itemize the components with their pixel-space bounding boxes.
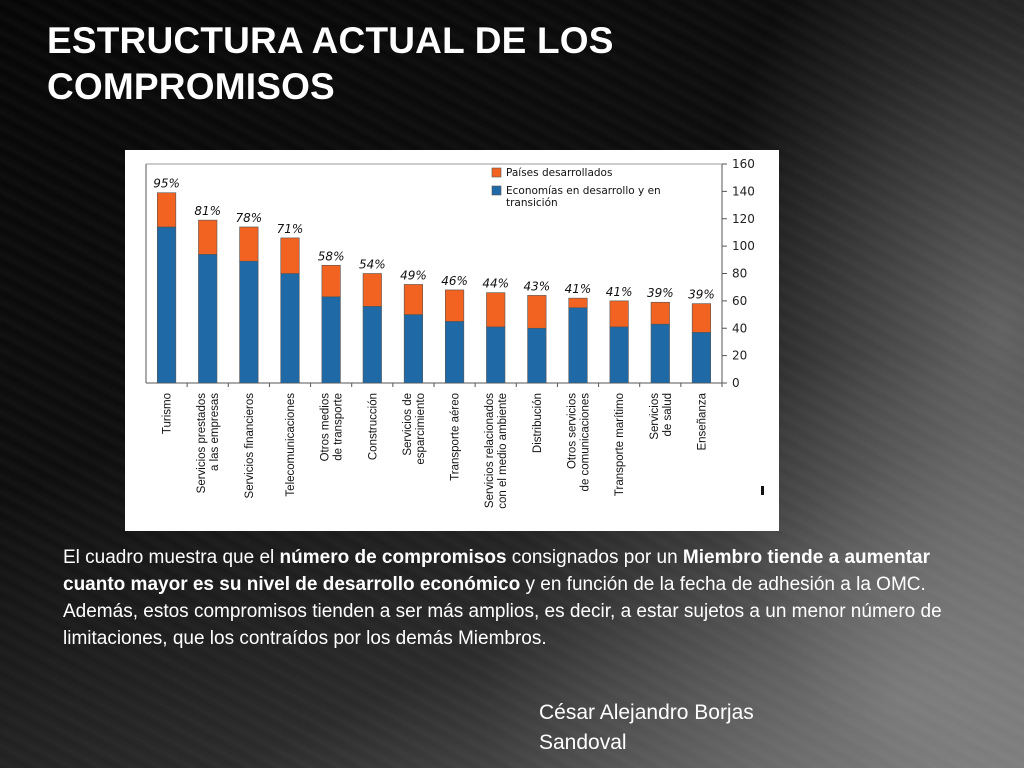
legend-label-developing-continued: transición xyxy=(506,197,558,209)
bar-developing-12 xyxy=(650,323,670,384)
author-line-1: César Alejandro Borjas xyxy=(539,701,754,724)
y-tick-label: 120 xyxy=(732,212,755,226)
data-label: 78% xyxy=(236,211,263,225)
bar-developing-0 xyxy=(157,226,177,384)
category-label: Construcción xyxy=(367,393,379,460)
category-label: de comunicaciones xyxy=(580,393,592,492)
category-label: Servicios relacionados xyxy=(484,393,496,508)
legend-label-developing: Economías en desarrollo y en xyxy=(506,185,661,197)
category-label: Servicios de xyxy=(402,393,414,456)
body-paragraph: El cuadro muestra que el número de compr… xyxy=(63,544,963,652)
category-label: Servicios financieros xyxy=(244,393,256,499)
bar-developing-1 xyxy=(198,254,218,384)
category-label: Servicios xyxy=(649,393,661,440)
bar-developed-3 xyxy=(280,237,300,274)
bar-developed-10 xyxy=(568,297,588,309)
bar-developed-1 xyxy=(198,219,218,255)
category-label: Otros medios xyxy=(320,393,332,462)
bar-developing-6 xyxy=(403,314,423,384)
author-line-2: Sandoval xyxy=(539,731,627,754)
paragraph-text-1: El cuadro muestra que el xyxy=(63,547,280,568)
corner-mark xyxy=(761,486,764,495)
legend-swatch-developed xyxy=(491,167,502,178)
paragraph-text-3: y en función de la fecha de adhesión a l… xyxy=(63,574,942,649)
bar-developed-4 xyxy=(321,264,341,298)
legend-swatch-developing xyxy=(491,185,502,196)
data-label: 58% xyxy=(318,249,345,263)
bar-developing-8 xyxy=(486,326,506,384)
y-tick-label: 80 xyxy=(732,267,747,281)
category-label: de transporte xyxy=(333,393,345,461)
bar-developed-6 xyxy=(403,284,423,315)
data-label: 39% xyxy=(688,288,715,302)
bar-developed-7 xyxy=(445,289,465,322)
data-label: 71% xyxy=(277,222,304,236)
bar-developing-10 xyxy=(568,307,588,384)
y-tick-label: 0 xyxy=(732,376,740,390)
data-label: 41% xyxy=(565,282,592,296)
category-label: Enseñanza xyxy=(696,392,708,450)
bar-developed-5 xyxy=(362,273,382,307)
paragraph-bold-2: Miembro tiende a aumentar cuanto mayor e… xyxy=(63,547,930,595)
author-name: César Alejandro Borjas Sandoval xyxy=(539,698,754,758)
bar-developed-8 xyxy=(486,292,506,328)
y-tick-label: 60 xyxy=(732,294,747,308)
legend-label-developed: Países desarrollados xyxy=(506,167,612,179)
y-tick-label: 20 xyxy=(732,349,747,363)
category-label: de salud xyxy=(662,393,674,436)
data-label: 46% xyxy=(441,274,468,288)
data-label: 43% xyxy=(524,279,551,293)
category-label: Turismo xyxy=(162,393,174,434)
bar-developing-4 xyxy=(321,296,341,384)
category-label: Transporte marítimo xyxy=(614,393,626,496)
bar-developing-7 xyxy=(445,321,465,384)
bar-developing-9 xyxy=(527,327,547,384)
bar-developing-2 xyxy=(239,260,259,384)
bar-developing-5 xyxy=(362,306,382,384)
data-label: 81% xyxy=(194,204,221,218)
bar-developing-11 xyxy=(609,326,629,384)
paragraph-bold-1: número de compromisos xyxy=(279,547,507,568)
bar-developed-11 xyxy=(609,300,629,328)
data-label: 39% xyxy=(647,286,674,300)
paragraph-text-2: consignados por un xyxy=(506,547,683,568)
y-tick-label: 40 xyxy=(732,321,747,335)
bar-developing-13 xyxy=(691,332,711,384)
category-label: esparcimiento xyxy=(415,393,427,465)
chart-panel: 0 20 40 60 80 100 120 140 160 95% Turismo 81% Servic… xyxy=(125,150,779,531)
bar-developed-9 xyxy=(527,295,547,329)
category-label: Servicios prestados xyxy=(196,393,208,494)
category-label: Distribución xyxy=(532,393,544,453)
category-label: a las empresas xyxy=(209,393,221,471)
category-label: Telecomunicaciones xyxy=(285,393,297,497)
stacked-bar-chart: 0 20 40 60 80 100 120 140 160 95% Turismo 81% Servic… xyxy=(145,157,764,509)
category-label: Transporte aéreo xyxy=(450,393,462,481)
data-label: 44% xyxy=(482,277,509,291)
data-label: 49% xyxy=(400,268,427,282)
y-tick-label: 100 xyxy=(732,239,755,253)
category-label: con el medio ambiente xyxy=(497,393,509,509)
data-label: 41% xyxy=(606,285,633,299)
slide-title: ESTRUCTURA ACTUAL DE LOS COMPROMISOS xyxy=(47,20,614,107)
bar-developed-12 xyxy=(650,301,670,325)
category-label: Otros servicios xyxy=(567,393,579,469)
data-label: 95% xyxy=(153,177,180,191)
data-label: 54% xyxy=(359,258,386,272)
y-tick-label: 160 xyxy=(732,157,755,171)
bar-developed-0 xyxy=(157,192,177,228)
y-tick-label: 140 xyxy=(732,184,755,198)
bar-developed-13 xyxy=(691,303,711,333)
bar-developed-2 xyxy=(239,226,259,262)
bar-developing-3 xyxy=(280,273,300,384)
